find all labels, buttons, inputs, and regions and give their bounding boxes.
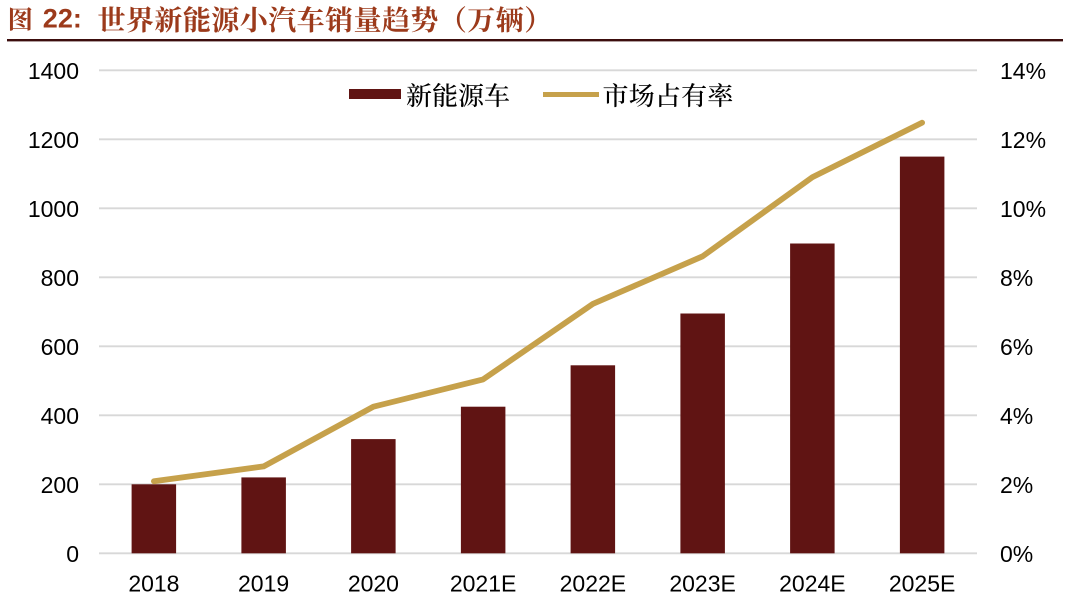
svg-text:2020: 2020 <box>348 571 399 597</box>
svg-text:2023E: 2023E <box>669 571 736 597</box>
svg-text:2022E: 2022E <box>560 571 627 597</box>
svg-text:400: 400 <box>41 403 79 429</box>
svg-text:14%: 14% <box>1000 58 1046 84</box>
svg-text:0%: 0% <box>1000 541 1033 567</box>
svg-text:200: 200 <box>41 472 79 498</box>
svg-text:2025E: 2025E <box>889 571 956 597</box>
svg-text:2018: 2018 <box>128 571 179 597</box>
svg-text:10%: 10% <box>1000 196 1046 222</box>
svg-text:22:: 22: <box>43 4 82 34</box>
svg-text:2019: 2019 <box>238 571 289 597</box>
svg-text:4%: 4% <box>1000 403 1033 429</box>
svg-text:600: 600 <box>41 334 79 360</box>
svg-text:800: 800 <box>41 265 79 291</box>
svg-text:2%: 2% <box>1000 472 1033 498</box>
svg-text:1000: 1000 <box>28 196 79 222</box>
svg-text:2021E: 2021E <box>450 571 517 597</box>
svg-text:6%: 6% <box>1000 334 1033 360</box>
svg-text:2024E: 2024E <box>779 571 846 597</box>
svg-text:1400: 1400 <box>28 58 79 84</box>
svg-text:1200: 1200 <box>28 127 79 153</box>
svg-text:0: 0 <box>66 541 79 567</box>
svg-text:12%: 12% <box>1000 127 1046 153</box>
svg-text:8%: 8% <box>1000 265 1033 291</box>
